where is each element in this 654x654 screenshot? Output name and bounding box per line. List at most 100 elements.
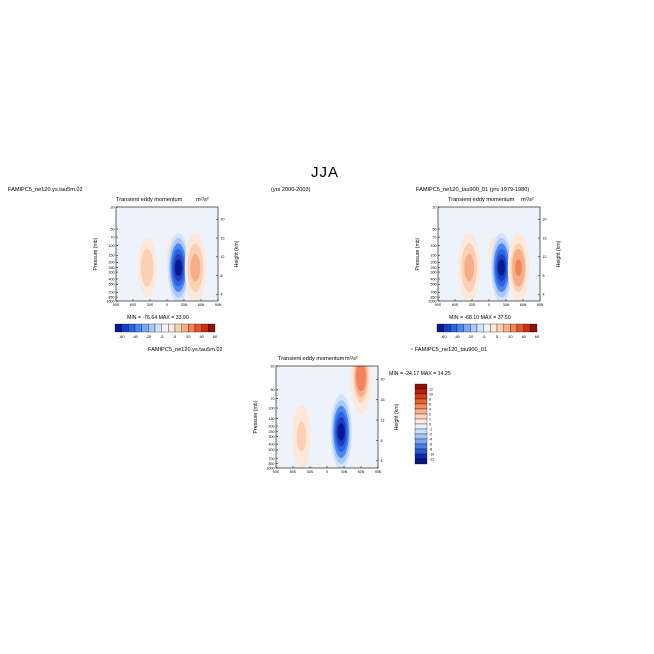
colorbar-label: 10 (429, 392, 433, 396)
colorbar-swatch (414, 453, 428, 460)
y-tick-label: 50 (111, 227, 115, 231)
colorbar-swatch (208, 323, 216, 333)
colorbar-swatch (121, 323, 129, 333)
panel1-units: m²/s² (196, 197, 209, 203)
x-tick-label: 90S (435, 303, 442, 307)
y-tick-label: 400 (431, 277, 437, 281)
x-tick-label: 30S (307, 470, 314, 474)
x-tick-label: 90N (215, 303, 222, 307)
y-tick-label: 1000 (429, 299, 437, 303)
y-tick-label: 200 (109, 261, 115, 265)
x-tick-label: 60S (452, 303, 459, 307)
colorbar-label: 20 (508, 334, 513, 339)
contour-feature-2-level-5 (357, 367, 365, 386)
panel3-case-label: FAMIPC5_ne120.ys.tau5m.02 (148, 347, 223, 353)
y-tick-label: 400 (109, 277, 115, 281)
panel2-units: m²/s² (521, 197, 534, 203)
colorbar-swatch (510, 323, 518, 333)
contour-feature-0-level-5 (143, 259, 151, 277)
x-tick-label: 0 (166, 303, 168, 307)
y-tick-label: 500 (109, 283, 115, 287)
colorbar-swatch (490, 323, 498, 333)
panel3-stats: MIN = -24.17 MAX = 14.25 (389, 371, 451, 377)
colorbar-swatch (496, 323, 504, 333)
panel2-plot: 90S 60S 30S 0 30N 60N 90N 20 50 70 100 150 200250300… (415, 205, 562, 307)
panel3-subtitle: Transient eddy momentum (278, 356, 345, 362)
colorbar-swatch (530, 323, 538, 333)
colorbar-swatch (443, 323, 451, 333)
y-tick-label: 50 (271, 388, 275, 392)
colorbar-label: 40 (199, 334, 204, 339)
y-axis-label: Pressure (mb) (253, 400, 259, 433)
x-tick-label: 30N (341, 470, 348, 474)
panel3-plot: 90S 60S 30S 0 30N 60N 90N 20 50 70 100 150 200 250300… (253, 364, 400, 474)
colorbar-swatch (436, 323, 444, 333)
colorbar-swatch (161, 323, 169, 333)
y-tick-label: 70 (433, 235, 437, 239)
y-tick-label: 250 (269, 430, 275, 434)
colorbar-swatch (483, 323, 491, 333)
y2-tick-label: 8 (381, 439, 383, 443)
colorbar-label: -5 (160, 334, 164, 339)
colorbar-swatch (194, 323, 202, 333)
colorbar-label: 4 (429, 407, 431, 411)
colorbar-swatch (188, 323, 196, 333)
colorbar-label: -12 (429, 457, 434, 461)
y-tick-label: 300 (109, 270, 115, 274)
figure-title: JJA (311, 164, 340, 181)
colorbar-label: 12 (429, 387, 433, 391)
y-tick-label: 100 (269, 406, 275, 410)
y-tick-label: 850 (269, 462, 275, 466)
colorbar-swatch (414, 418, 428, 425)
y2-tick-label: 4 (221, 293, 223, 297)
x-tick-label: 60S (130, 303, 137, 307)
panel2-case-label: FAMIPC5_ne120_tau900_01 (yrs 1979-1980) (416, 187, 529, 193)
colorbar-label: 5 (174, 334, 177, 339)
y-tick-label: 200 (269, 424, 275, 428)
colorbar-swatch (414, 458, 428, 465)
colorbar-label: -40 (132, 334, 139, 339)
x-tick-label: 60S (290, 470, 297, 474)
y-tick-label: 70 (271, 397, 275, 401)
colorbar-label: 6 (429, 402, 431, 406)
y-tick-label: 100 (109, 244, 115, 248)
panel1-plot: 90S 60S 30S 0 30N 60N 90N 20 50 70 100 150 200250300… (93, 205, 240, 307)
y-axis-label: Pressure (mb) (415, 237, 421, 270)
y2-axis-label: Height (km) (556, 240, 562, 267)
x-tick-label: 0 (326, 470, 328, 474)
x-tick-label: 30N (181, 303, 188, 307)
colorbar-label: 2 (429, 412, 431, 416)
panel1-subtitle: Transient eddy momentum (116, 197, 183, 203)
contour-feature-2-level-5 (498, 259, 505, 277)
y-tick-label: 1000 (107, 299, 115, 303)
y-tick-label: 250 (431, 266, 437, 270)
colorbar-swatch (414, 398, 428, 405)
colorbar-label: -20 (145, 334, 152, 339)
colorbar-label: -60 (441, 334, 448, 339)
x-tick-label: 60N (358, 470, 365, 474)
colorbar-swatch (414, 448, 428, 455)
colorbar-label: -8 (429, 447, 432, 451)
colorbar-swatch (134, 323, 142, 333)
colorbar-swatch (523, 323, 531, 333)
y2-tick-label: 16 (381, 398, 385, 402)
panel1-stats: MIN = -76.64 MAX = 33.90 (127, 315, 189, 321)
colorbar-label: 5 (496, 334, 499, 339)
colorbar-label: 8 (429, 397, 431, 401)
x-tick-label: 90N (375, 470, 382, 474)
contour-feature-0-level-5 (465, 259, 473, 277)
y-tick-label: 850 (109, 295, 115, 299)
colorbar-label: 40 (521, 334, 526, 339)
colorbar-swatch (414, 438, 428, 445)
x-tick-label: 30S (469, 303, 476, 307)
y2-tick-label: 16 (543, 236, 547, 240)
panel1-colorbar: -60 -40 -20 -5 5 20 40 60 (114, 323, 218, 339)
colorbar-label: -20 (467, 334, 474, 339)
y-tick-label: 150 (431, 254, 437, 258)
colorbar-label: -4 (429, 437, 432, 441)
panel2-colorbar: -60 -40 -20 -5 5 20 40 60 (436, 323, 540, 339)
y-tick-label: 50 (433, 227, 437, 231)
x-tick-label: 30N (503, 303, 510, 307)
x-tick-label: 30S (147, 303, 154, 307)
colorbar-swatch (128, 323, 136, 333)
